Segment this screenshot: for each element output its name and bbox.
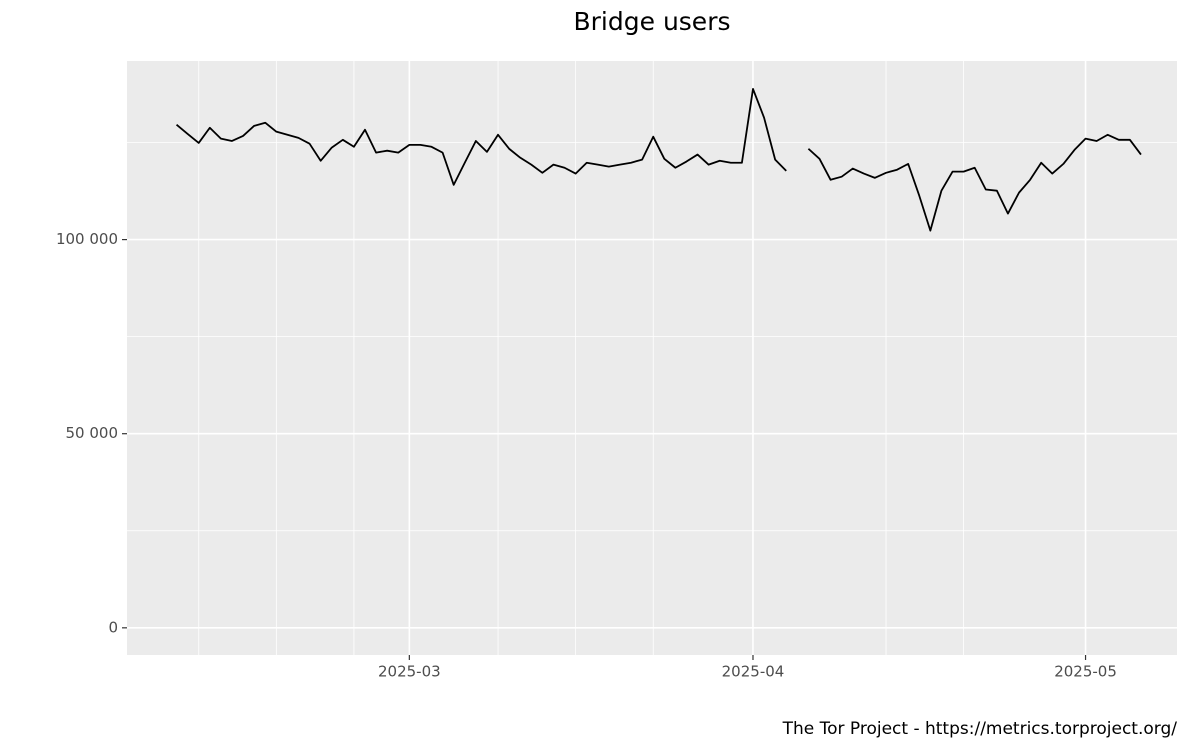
y-tick-label: 0 [108,618,118,636]
y-tick-label: 50 000 [66,424,119,442]
panel [127,61,1177,655]
line [175,88,1142,232]
x-tick-label: 2025-03 [378,663,441,681]
y-tick-label: 100 000 [56,230,118,248]
chart-title: Bridge users [574,7,731,36]
caption: The Tor Project - https://metrics.torpro… [782,719,1178,739]
x-tick-label: 2025-05 [1054,663,1117,681]
x-tick-label: 2025-04 [722,663,785,681]
